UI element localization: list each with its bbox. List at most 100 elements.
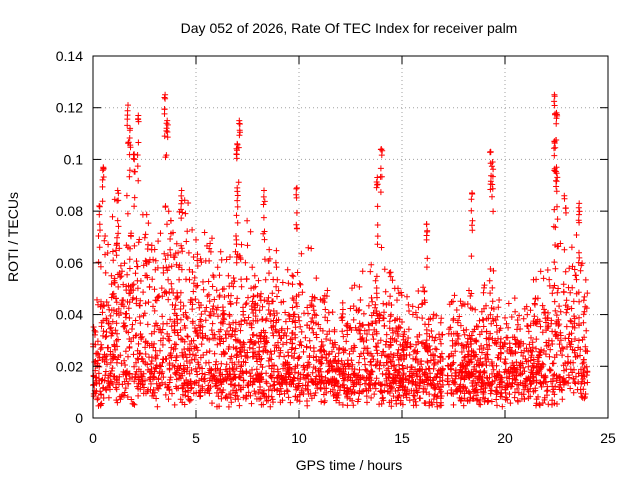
data-point: [170, 346, 177, 353]
data-point: [95, 402, 102, 409]
data-point: [113, 397, 120, 404]
data-point: [232, 396, 239, 403]
data-point: [243, 300, 250, 307]
data-point: [295, 314, 302, 320]
data-point: [100, 302, 107, 309]
data-point: [205, 291, 212, 298]
data-point: [487, 330, 494, 337]
data-point: [274, 375, 281, 382]
data-point: [557, 337, 564, 344]
data-point: [373, 375, 380, 382]
data-point: [97, 263, 104, 270]
data-point: [134, 347, 141, 354]
data-point: [150, 373, 157, 380]
data-point: [503, 368, 510, 375]
data-point: [340, 365, 347, 372]
data-point: [373, 273, 380, 280]
data-point: [278, 325, 285, 332]
data-point: [120, 371, 127, 378]
data-point: [439, 331, 445, 338]
data-point: [507, 400, 514, 407]
data-point: [410, 392, 417, 399]
data-point: [117, 274, 124, 281]
data-point: [172, 357, 179, 364]
data-point: [132, 332, 139, 339]
data-point: [310, 307, 317, 314]
data-point: [552, 332, 559, 338]
data-point: [536, 318, 543, 325]
data-point: [543, 339, 550, 346]
data-point: [489, 315, 496, 322]
data-point: [131, 156, 138, 163]
data-point: [414, 348, 421, 355]
data-point: [557, 240, 564, 247]
data-point: [525, 358, 532, 365]
data-point: [564, 360, 571, 367]
data-point: [574, 386, 581, 393]
data-point: [309, 293, 316, 300]
data-point: [400, 392, 407, 399]
data-point: [242, 259, 249, 266]
data-point: [415, 304, 422, 311]
data-point: [194, 282, 201, 289]
data-point: [579, 336, 586, 343]
data-point: [368, 394, 375, 401]
data-point: [428, 381, 435, 388]
data-point: [107, 359, 114, 366]
data-point: [293, 194, 300, 201]
data-point: [427, 357, 434, 364]
data-point: [524, 311, 531, 318]
data-point: [131, 203, 138, 210]
data-point: [451, 292, 458, 299]
data-point: [152, 354, 159, 360]
data-point: [511, 394, 518, 401]
data-point: [350, 402, 357, 409]
data-point: [161, 94, 168, 101]
data-point: [241, 317, 248, 323]
data-point: [374, 174, 381, 181]
data-point: [166, 360, 173, 367]
data-point: [431, 337, 438, 344]
x-tick-label: 10: [291, 430, 307, 446]
data-point: [563, 297, 570, 304]
data-point: [103, 299, 110, 305]
data-point: [365, 302, 372, 309]
data-point: [423, 366, 430, 373]
data-point: [340, 333, 347, 340]
data-point: [108, 367, 115, 374]
data-point: [90, 390, 97, 397]
data-point: [284, 388, 291, 395]
data-point: [168, 323, 175, 330]
data-point: [145, 299, 152, 306]
data-point: [404, 386, 411, 393]
data-point: [460, 384, 467, 391]
data-point: [555, 285, 562, 292]
data-point: [250, 293, 257, 300]
data-point: [395, 369, 402, 376]
data-point: [528, 380, 535, 387]
data-point: [229, 331, 236, 338]
data-point: [339, 310, 346, 317]
data-point: [331, 382, 338, 389]
data-point: [532, 320, 539, 327]
data-point: [295, 370, 302, 377]
data-point: [570, 375, 577, 382]
data-point: [377, 165, 384, 172]
data-point: [267, 383, 274, 390]
data-point: [508, 314, 515, 320]
data-point: [562, 268, 569, 275]
data-point: [151, 328, 158, 335]
data-point: [383, 359, 390, 366]
data-point: [537, 323, 544, 330]
data-point: [186, 266, 193, 273]
data-point: [237, 363, 244, 370]
y-tick-label: 0.12: [56, 100, 83, 116]
x-axis-label: GPS time / hours: [296, 457, 403, 473]
data-point: [237, 327, 244, 334]
data-point: [270, 317, 277, 324]
data-point: [273, 328, 280, 335]
data-point: [422, 299, 428, 306]
data-point: [473, 397, 480, 404]
data-point: [545, 309, 551, 316]
data-point: [172, 370, 178, 376]
